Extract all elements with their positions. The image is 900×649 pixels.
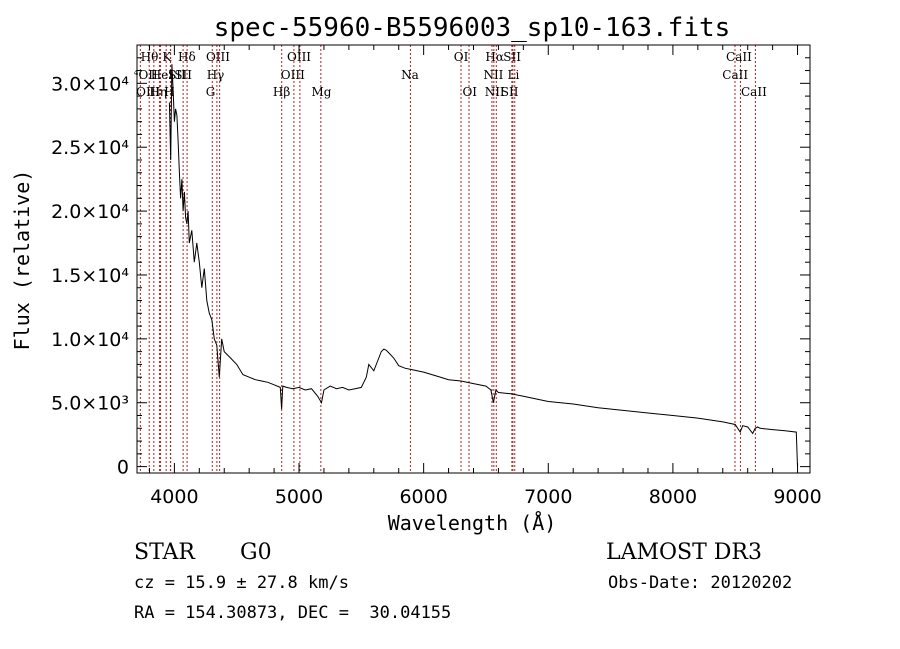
line-label-28: CaII <box>741 85 767 99</box>
line-label-12: G <box>206 85 216 99</box>
x-tick-label-9000: 9000 <box>773 486 821 508</box>
line-label-23: SII <box>503 50 521 64</box>
y-tick-label-25000: 2.5×10⁴ <box>51 137 129 159</box>
line-label-16: Mg <box>311 85 331 99</box>
object-subclass: G0 <box>240 540 272 565</box>
line-label-9: SII <box>174 68 192 82</box>
y-axis: 0 5.0×10³ 1.0×10⁴ 1.5×10⁴ 2.0×10⁴ 2.5×10⁴ 3.0×… <box>51 58 810 479</box>
line-label-19: OI <box>462 85 477 99</box>
line-label-3: K <box>162 50 172 64</box>
y-tick-label-15000: 1.5×10⁴ <box>51 265 129 287</box>
spectrum-layer <box>169 64 797 466</box>
y-tick-label-20000: 2.0×10⁴ <box>51 201 129 223</box>
line-label-11: Hγ <box>207 68 225 82</box>
x-tick-label-7000: 7000 <box>524 486 572 508</box>
x-axis: 4000 5000 6000 7000 8000 9000 <box>149 45 821 508</box>
line-label-21: NII <box>483 68 503 82</box>
line-label-0: Hθ <box>141 50 159 64</box>
line-label-20: Hα <box>485 50 504 64</box>
plot-frame <box>137 45 810 473</box>
observation-date: Obs-Date: 20120202 <box>608 573 792 593</box>
chart-title: spec-55960-B5596003_sp10-163.fits <box>214 13 731 43</box>
line-label-8: Hδ <box>178 50 196 64</box>
line-label-17: Na <box>401 68 419 82</box>
line-label-15: OIII <box>281 68 305 82</box>
spectrum-series-flux <box>169 64 797 466</box>
x-tick-label-5000: 5000 <box>275 486 323 508</box>
line-label-26: CaII <box>726 50 752 64</box>
spectral-lines-layer <box>140 45 755 473</box>
x-tick-label-6000: 6000 <box>399 486 447 508</box>
line-label-24: Li <box>507 68 519 82</box>
survey-name: LAMOST DR3 <box>606 540 762 565</box>
object-class: STAR <box>134 540 195 565</box>
y-axis-label: Flux (relative) <box>10 170 34 351</box>
x-tick-label-4000: 4000 <box>150 486 198 508</box>
coordinates: RA = 154.30873, DEC = 30.04155 <box>134 603 451 623</box>
y-tick-label-0: 0 <box>117 457 129 479</box>
line-label-27: CaII <box>722 68 748 82</box>
line-label-18: OI <box>454 50 469 64</box>
y-tick-label-5000: 5.0×10³ <box>51 393 129 415</box>
x-axis-label: Wavelength (Å) <box>388 511 557 535</box>
x-tick-label-8000: 8000 <box>649 486 697 508</box>
y-tick-label-30000: 3.0×10⁴ <box>51 73 129 95</box>
y-tick-label-10000: 1.0×10⁴ <box>51 329 129 351</box>
line-label-13: Hβ <box>273 85 290 99</box>
line-label-25: SII <box>501 85 519 99</box>
line-label-10: OIII <box>206 50 230 64</box>
redshift-velocity: cz = 15.9 ± 27.8 km/s <box>134 573 349 593</box>
